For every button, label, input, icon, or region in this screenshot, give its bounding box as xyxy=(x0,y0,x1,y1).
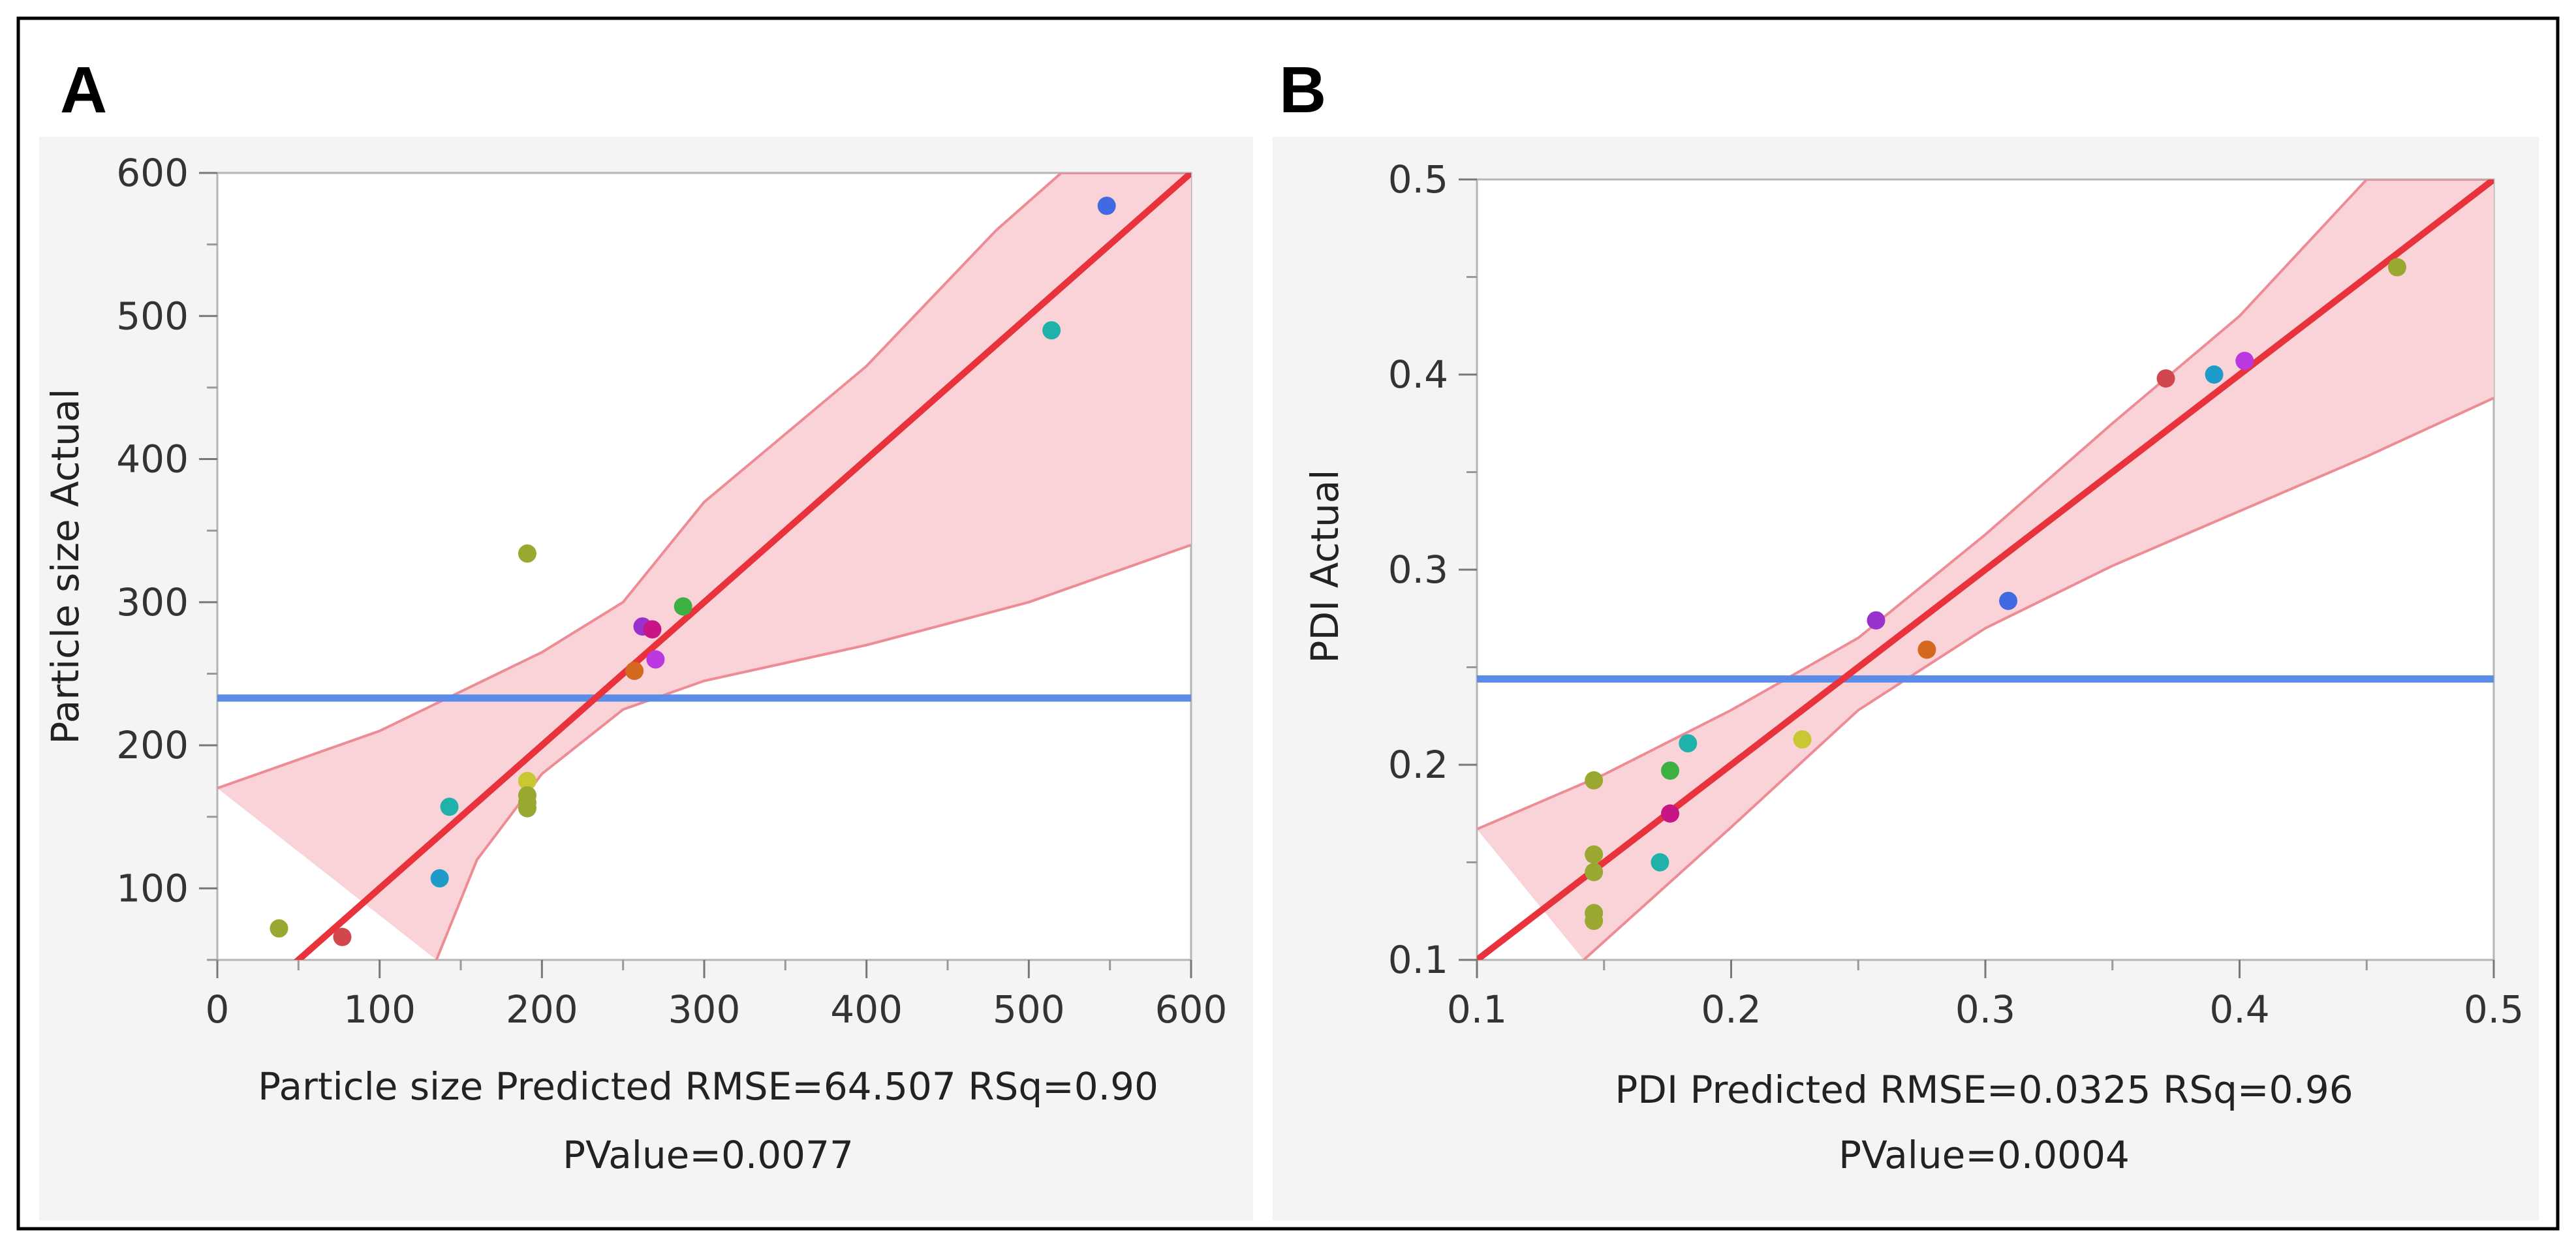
panel-b-band-upper-edge xyxy=(1477,179,2494,831)
panel-b-x-tick-label-3: 0.4 xyxy=(2209,987,2269,1032)
panel-b-band-lower-edge xyxy=(1583,397,2494,960)
panel-a-fit-line xyxy=(293,173,1191,960)
panel-b-data-point-16 xyxy=(1585,912,1604,931)
panel-b-data-point-11 xyxy=(1661,804,1680,823)
panel-a-band-upper-edge xyxy=(217,173,1191,790)
panel-b-data-point-10 xyxy=(1585,771,1604,790)
panel-b-data-point-13 xyxy=(1585,863,1604,882)
panel-a-data-point-3 xyxy=(674,597,692,616)
panel-a-x-tick-label-3: 300 xyxy=(668,987,741,1032)
panel-a-x-tick-label-1: 100 xyxy=(343,987,416,1032)
panel-b-x-tick-label-2: 0.3 xyxy=(1955,987,2015,1032)
panel-b-data-point-3 xyxy=(2156,369,2175,388)
panel-a-data-point-2 xyxy=(518,544,536,563)
panel-a-y-tick-label-3: 400 xyxy=(116,437,189,482)
panel-b-y-axis-label: PDI Actual xyxy=(1303,470,1347,664)
panel-b-y-tick-label-4: 0.5 xyxy=(1388,157,1448,202)
panel-a-y-tick-label-1: 200 xyxy=(116,723,189,767)
panel-b-letter: B xyxy=(1279,54,1326,127)
panel-a-data-point-11 xyxy=(518,799,536,818)
panel-a-data-point-12 xyxy=(440,797,459,816)
panel-b-points-group xyxy=(1585,258,2406,931)
panel-b-y-tick-label-2: 0.3 xyxy=(1388,547,1448,592)
panel-a-x-axis-label: Particle size Predicted RMSE=64.507 RSq=… xyxy=(258,1064,1158,1109)
panel-a-x-tick-label-6: 600 xyxy=(1155,987,1228,1032)
panel-b-data-point-0 xyxy=(2387,258,2406,277)
panel-a-y-tick-label-4: 500 xyxy=(116,294,189,338)
panel-a-x-tick-label-2: 200 xyxy=(506,987,578,1032)
panel-a-x-tick-label-4: 400 xyxy=(830,987,903,1032)
panel-b-data-point-7 xyxy=(1793,730,1812,749)
panel-a: A 0 100 200 300 400 500 600100200300400500600 … xyxy=(39,54,1253,1220)
panel-a-y-tick-label-5: 600 xyxy=(116,151,189,195)
panel-a-y-tick-label-0: 100 xyxy=(116,866,189,910)
panel-b-x-axis-label-line2: PValue=0.0004 xyxy=(1839,1133,2130,1177)
panel-b-data-point-4 xyxy=(1999,591,2018,610)
panel-b-y-tick-label-0: 0.1 xyxy=(1388,938,1448,982)
panel-b: B 0.1 0.2 0.3 0.4 0.5 0.1 0.2 0.3 0.4 0.5 PDI Pre… xyxy=(1273,54,2539,1220)
panel-a-data-point-13 xyxy=(430,869,449,888)
panel-a-data-point-15 xyxy=(333,927,352,946)
panel-a-letter: A xyxy=(60,54,107,127)
panel-b-x-tick-label-0: 0.1 xyxy=(1447,987,1507,1032)
panel-a-data-point-6 xyxy=(646,650,665,669)
panel-b-x-tick-label-4: 0.5 xyxy=(2464,987,2524,1032)
panel-b-data-point-1 xyxy=(2235,352,2254,371)
panel-b-data-point-5 xyxy=(1867,611,1885,630)
panel-a-data-point-1 xyxy=(1042,321,1061,340)
panel-a-confidence-band xyxy=(217,173,1191,960)
panel-b-fit-line xyxy=(1477,179,2494,960)
panel-a-y-tick-label-2: 300 xyxy=(116,580,189,624)
panel-a-data-point-0 xyxy=(1097,196,1116,215)
panel-a-data-point-5 xyxy=(643,620,662,639)
panel-b-y-tick-label-3: 0.4 xyxy=(1388,352,1448,397)
panel-b-data-point-2 xyxy=(2205,365,2224,384)
panel-b-data-point-14 xyxy=(1651,853,1669,872)
panel-a-data-point-8 xyxy=(518,771,536,790)
panel-b-data-point-8 xyxy=(1679,734,1698,753)
panel-a-x-axis-label-line2: PValue=0.0077 xyxy=(563,1133,854,1177)
panel-b-y-tick-label-1: 0.2 xyxy=(1388,743,1448,787)
panel-b-data-point-6 xyxy=(1917,640,1936,659)
panel-a-axes-group: 0 100 200 300 400 500 600 100 200 300 400 500 600 xyxy=(116,151,1227,1032)
panel-b-data-point-12 xyxy=(1585,845,1604,864)
panel-b-x-axis-label: PDI Predicted RMSE=0.0325 RSq=0.96 xyxy=(1615,1068,2353,1112)
panel-b-axes-group: 0.1 0.2 0.3 0.4 0.5 0.1 0.2 0.3 0.4 0.5 xyxy=(1388,157,2524,1032)
panel-a-points-group xyxy=(270,196,1116,946)
panel-a-y-axis-label: Particle size Actual xyxy=(43,388,87,744)
panel-a-x-tick-label-5: 500 xyxy=(993,987,1065,1032)
panel-b-x-tick-label-1: 0.2 xyxy=(1701,987,1761,1032)
panel-b-data-point-9 xyxy=(1661,761,1680,780)
panel-a-data-point-14 xyxy=(270,919,288,938)
panel-a-x-tick-label-0: 0 xyxy=(206,987,230,1032)
panel-a-data-point-7 xyxy=(625,662,644,681)
